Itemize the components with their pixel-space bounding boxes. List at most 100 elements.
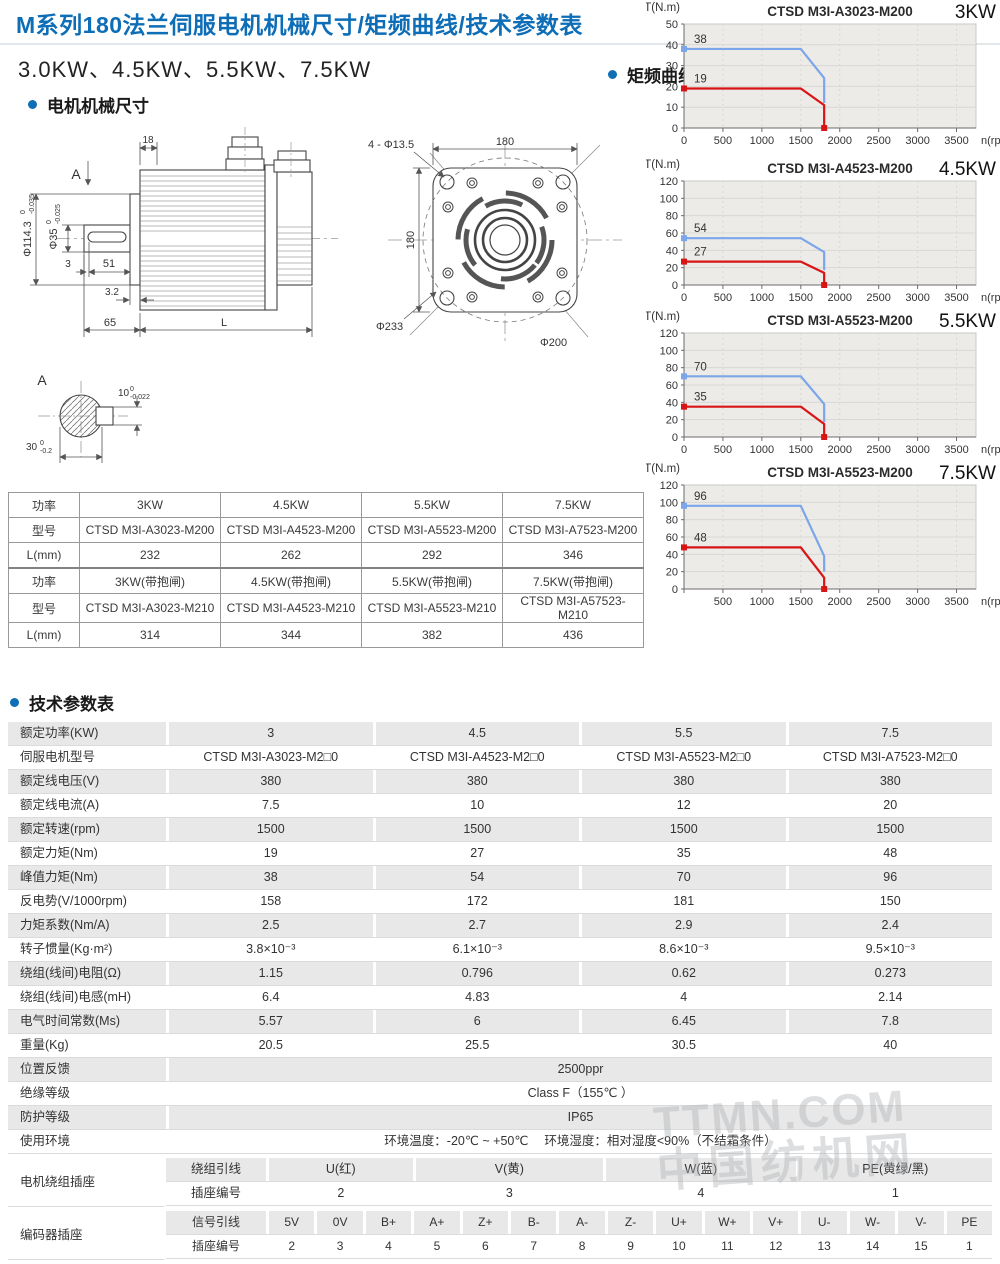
svg-text:2000: 2000 — [827, 292, 851, 304]
spec-value: 2.9 — [582, 914, 789, 937]
svg-text:80: 80 — [666, 515, 678, 527]
svg-text:0: 0 — [681, 292, 687, 304]
dim-table-row: 型号 CTSD M3I-A3023-M200 CTSD M3I-A4523-M200… — [8, 517, 644, 543]
spec-row: 额定线电流(A) 7.5 10 12 20 — [8, 794, 992, 818]
connector-row: 信号引线 5V 0V B+ A+ Z+ B- A- Z- U+ W+ V+ U- W- V- PE — [166, 1211, 993, 1235]
spec-value: 70 — [582, 866, 789, 889]
shaft-section-view — [38, 381, 128, 457]
connector-cell: U+ — [656, 1211, 705, 1234]
svg-text:0: 0 — [681, 135, 687, 147]
spec-row-label: 额定转速(rpm) — [8, 818, 169, 841]
connector-row: 绕组引线 U(红) V(黄) W(蓝) PE(黄绿/黑) — [166, 1158, 992, 1182]
dim-cell: CTSD M3I-A57523-M210 — [502, 593, 644, 623]
spec-row-label: 额定功率(KW) — [8, 722, 169, 745]
svg-text:3000: 3000 — [905, 444, 929, 456]
spec-value: 3.8×10⁻³ — [169, 938, 376, 961]
svg-text:27: 27 — [694, 247, 707, 259]
front-view-dimensions — [403, 143, 578, 320]
svg-text:20: 20 — [666, 415, 678, 427]
svg-text:0: 0 — [681, 444, 687, 456]
spec-row: 力矩系数(Nm/A) 2.5 2.7 2.9 2.4 — [8, 914, 992, 938]
spec-span-value: 环境温度：-20℃ ~ +50℃ 环境湿度：相对湿度<90%（不结霜条件） — [384, 1134, 777, 1148]
svg-text:2000: 2000 — [827, 444, 851, 456]
connector-label: 编码器插座 — [8, 1211, 166, 1260]
spec-value: 9.5×10⁻³ — [865, 942, 915, 956]
spec-value: 54 — [375, 866, 582, 889]
dim-cell: 436 — [502, 622, 644, 648]
dim-cell: 292 — [361, 542, 503, 569]
spec-value: 10 — [376, 794, 582, 817]
connector-cell: V- — [898, 1211, 947, 1234]
dim-cell: 344 — [220, 622, 362, 648]
spec-value: 6.1×10⁻³ — [376, 938, 582, 961]
connector-cell: 0V — [317, 1211, 366, 1234]
spec-value: 19 — [169, 842, 376, 865]
connector-sublabel: 绕组引线 — [166, 1158, 269, 1181]
spec-value: CTSD M3I-A7523-M2□0 — [822, 750, 958, 764]
connector-cell: 11 — [705, 1235, 754, 1258]
svg-text:3KW: 3KW — [955, 2, 996, 23]
spec-row: 绕组(线间)电感(mH) 6.4 4.83 4 2.14 — [8, 986, 992, 1010]
connector-cell: A+ — [414, 1211, 463, 1234]
spec-row-label: 转子惯量(Kg·m²) — [8, 938, 169, 961]
spec-row: 伺服电机型号 CTSD M3I-A3023-M2□0 CTSD M3I-A4523-… — [8, 746, 992, 770]
mechanical-drawing: 18 A Φ114.3 0 -0.035 Φ35 0 -0.025 3 51 3… — [20, 127, 622, 463]
side-view-dimensions — [30, 142, 313, 337]
spec-value: 35 — [582, 842, 789, 865]
svg-text:120: 120 — [660, 176, 678, 188]
spec-value: 150 — [879, 894, 901, 908]
svg-text:3500: 3500 — [944, 292, 968, 304]
front-view-labels: 180 180 4 - Φ13.5 Φ233 Φ200 — [368, 136, 567, 349]
spec-row: 防护等级 IP65 — [8, 1106, 992, 1130]
svg-text:120: 120 — [660, 480, 678, 492]
dim-cell: CTSD M3I-A7523-M200 — [502, 517, 644, 543]
connector-rows: 绕组引线 U(红) V(黄) W(蓝) PE(黄绿/黑) 插座编号 2 3 4 1 — [166, 1158, 992, 1207]
connector-cell: 7 — [511, 1235, 560, 1258]
dim-table-row: L(mm) 314 344 382 436 — [8, 622, 644, 648]
spec-row: 使用环境 环境温度：-20℃ ~ +50℃ 环境湿度：相对湿度<90%（不结霜条件… — [8, 1130, 992, 1154]
connector-cell: Z- — [607, 1211, 657, 1234]
spec-row: 重量(Kg) 20.5 25.5 30.5 40 — [8, 1034, 992, 1058]
dim-row-label: L(mm) — [8, 622, 80, 648]
svg-text:60: 60 — [666, 228, 678, 240]
svg-text:L: L — [221, 317, 227, 329]
spec-value: 25.5 — [376, 1034, 582, 1057]
svg-text:2500: 2500 — [866, 292, 890, 304]
dim-cell: CTSD M3I-A4523-M200 — [220, 517, 362, 543]
svg-text:500: 500 — [714, 135, 732, 147]
svg-text:40: 40 — [666, 397, 678, 409]
connector-cell: 2 — [269, 1235, 318, 1258]
svg-text:T(N.m): T(N.m) — [646, 311, 680, 323]
svg-text:10: 10 — [118, 388, 130, 399]
svg-text:2000: 2000 — [827, 135, 851, 147]
connector-cell: Z+ — [462, 1211, 512, 1234]
spec-value: 12 — [582, 794, 789, 817]
dim-cell: 3KW — [79, 492, 221, 518]
spec-value: CTSD M3I-A5523-M2□0 — [582, 746, 789, 769]
spec-row: 转子惯量(Kg·m²) 3.8×10⁻³ 6.1×10⁻³ 8.6×10⁻³ 9.5×1… — [8, 938, 992, 962]
connector-cell: 4 — [366, 1235, 415, 1258]
svg-text:180: 180 — [405, 231, 417, 249]
power-subtitle: 3.0KW、4.5KW、5.5KW、7.5KW — [18, 57, 372, 82]
dim-row-label: 功率 — [8, 567, 80, 594]
svg-text:1500: 1500 — [789, 135, 813, 147]
spec-row-label: 位置反馈 — [8, 1058, 169, 1081]
svg-text:2500: 2500 — [866, 135, 890, 147]
svg-text:CTSD M3I-A3023-M200: CTSD M3I-A3023-M200 — [767, 4, 913, 19]
motor-front-view — [388, 144, 622, 343]
connector-cell: 13 — [801, 1235, 850, 1258]
connector-sublabel: 插座编号 — [166, 1182, 269, 1205]
spec-value: 40 — [883, 1038, 898, 1052]
spec-value: 5.57 — [169, 1010, 376, 1033]
svg-text:Φ233: Φ233 — [376, 321, 403, 333]
dim-cell: 382 — [361, 622, 503, 648]
svg-text:30: 30 — [666, 61, 678, 73]
connector-cell: U- — [801, 1211, 850, 1234]
spec-row: 额定线电压(V) 380 380 380 380 — [8, 770, 992, 794]
svg-text:100: 100 — [660, 345, 678, 357]
svg-text:30: 30 — [26, 442, 38, 453]
connector-cell: 6 — [463, 1235, 512, 1258]
svg-text:1500: 1500 — [789, 444, 813, 456]
connector-cell: W- — [849, 1211, 899, 1234]
